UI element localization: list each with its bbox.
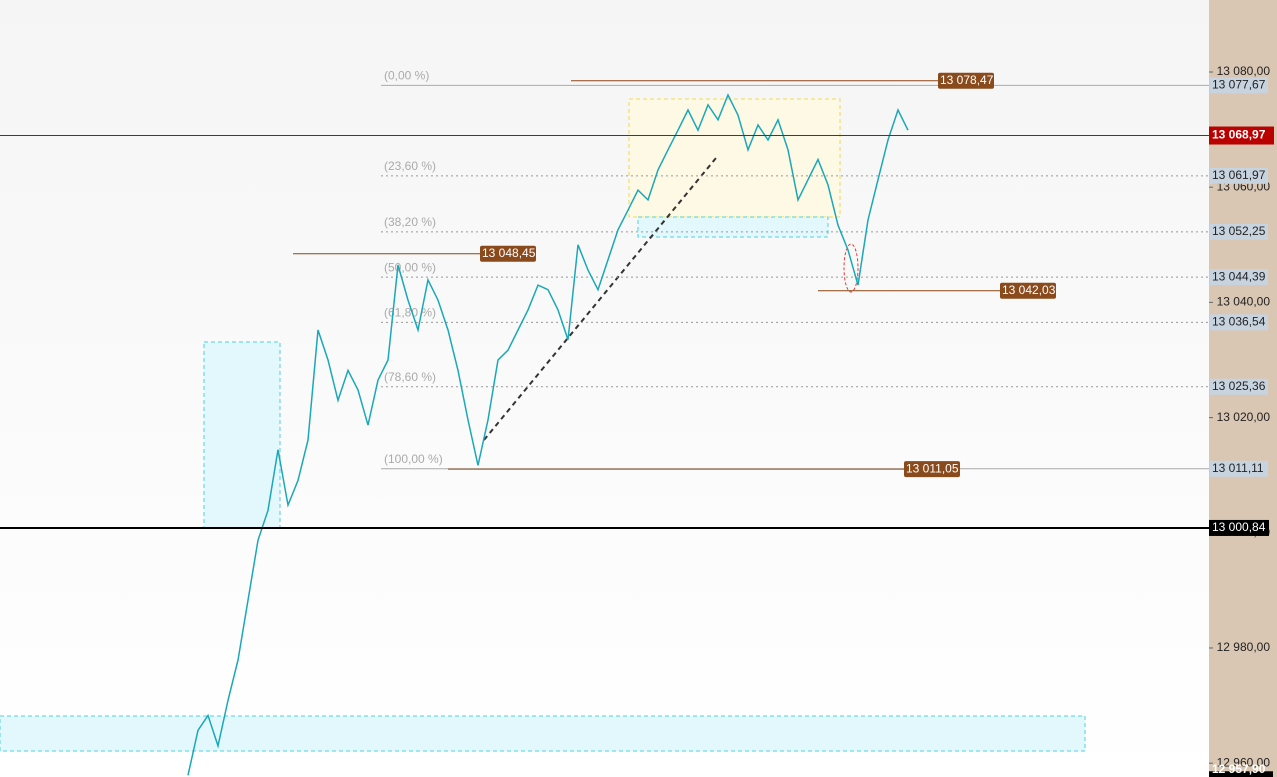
highlight-ellipse <box>843 243 859 293</box>
y-tick-label: 13 080,00 <box>1217 64 1271 78</box>
range-zone <box>628 98 841 218</box>
fib-axis-label: 13 036,54 <box>1212 314 1266 328</box>
fib-axis-box <box>1210 378 1268 395</box>
fib-axis-label: 13 061,97 <box>1212 168 1266 182</box>
fib-axis-label: 13 052,25 <box>1212 224 1266 238</box>
trend-line <box>483 157 717 441</box>
fib-axis-box <box>1210 460 1268 477</box>
fib-ratio: (100,00 %) <box>384 452 443 466</box>
price-line <box>187 93 909 776</box>
fib-axis-label: 13 077,67 <box>1212 78 1266 92</box>
y-tick-label: 12 960,00 <box>1217 755 1271 769</box>
plot-background <box>0 0 1209 777</box>
lower-zone <box>0 715 1086 752</box>
fib-axis-box <box>1210 167 1268 184</box>
fib-ratio: (38,20 %) <box>384 215 436 229</box>
y-tick-label: 13 040,00 <box>1217 295 1271 309</box>
current-price-label: 13 068,97 <box>1212 128 1266 142</box>
fib-ratio: (61,80 %) <box>384 305 436 319</box>
fib-axis-label: 13 044,39 <box>1212 269 1266 283</box>
reference-label: 13 000,84 <box>1212 520 1266 534</box>
y-tick-label: 13 020,00 <box>1217 410 1271 424</box>
fib-axis-box <box>1210 223 1268 240</box>
price-level-box <box>904 461 960 478</box>
fib-ratio: (78,60 %) <box>384 370 436 384</box>
price-level-box <box>480 245 536 262</box>
last-low-box <box>1209 771 1273 777</box>
price-level-label: 13 048,45 <box>482 246 536 260</box>
gap-zone <box>637 216 829 238</box>
fib-ratio: (23,60 %) <box>384 159 436 173</box>
fib-axis-box <box>1210 77 1268 94</box>
fib-ratio: (0,00 %) <box>384 69 429 83</box>
current-price-box <box>1209 126 1274 145</box>
fib-axis-box <box>1210 269 1268 286</box>
fib-axis-label: 13 011,11 <box>1212 461 1264 475</box>
price-level-label: 13 078,47 <box>940 73 994 87</box>
price-level-box <box>1000 282 1056 299</box>
price-level-label: 13 011,05 <box>906 461 959 475</box>
fib-ratio: (50,00 %) <box>384 260 436 274</box>
last-low-label: 12 957,90 <box>1212 762 1266 776</box>
reference-box <box>1209 519 1269 536</box>
y-tick-label: 12 980,00 <box>1217 640 1271 654</box>
fib-axis-label: 13 025,36 <box>1212 379 1266 393</box>
fib-axis-box <box>1210 314 1268 331</box>
price-level-label: 13 042,03 <box>1002 283 1056 297</box>
demand-zone <box>203 341 281 529</box>
price-level-box <box>938 72 994 89</box>
